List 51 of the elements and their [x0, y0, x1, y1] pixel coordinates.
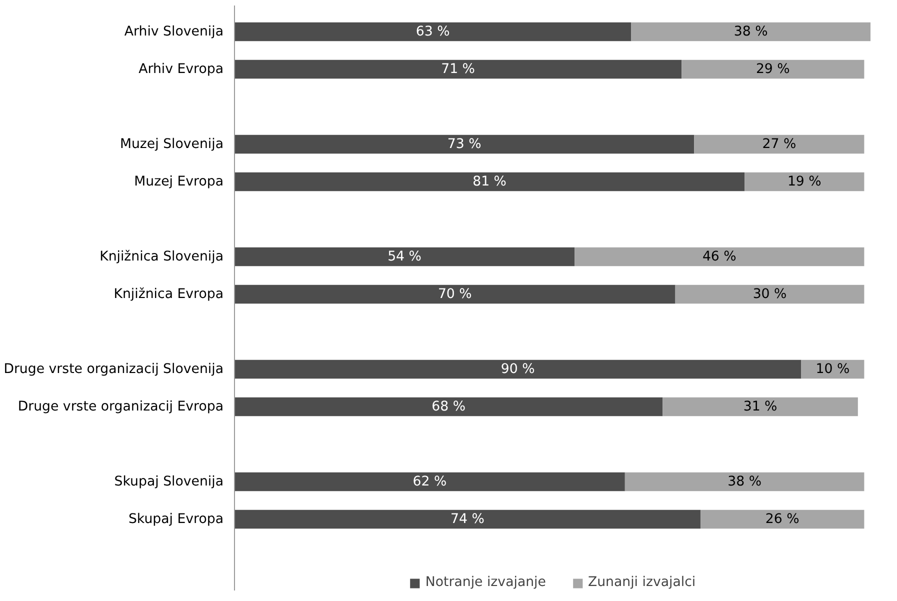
data-label: 29 % [756, 62, 790, 77]
data-label: 38 % [734, 24, 768, 40]
bar [234, 360, 802, 379]
data-label: 68 % [432, 399, 466, 414]
data-label: 38 % [728, 474, 762, 490]
data-label: 74 % [450, 512, 484, 527]
data-label: 71 % [441, 62, 475, 77]
y-tick-label: Muzej Slovenija [120, 136, 224, 152]
y-tick-label: Knjižnica Evropa [114, 286, 224, 302]
bar [234, 134, 694, 154]
bar [694, 134, 864, 154]
bar [234, 172, 745, 192]
data-label: 70 % [438, 286, 472, 302]
y-tick-label: Skupaj Evropa [128, 512, 224, 527]
y-tick-label: Skupaj Slovenija [114, 474, 224, 490]
bar [744, 172, 864, 192]
bar [574, 247, 864, 266]
data-label: 46 % [702, 249, 736, 264]
data-label: 54 % [388, 249, 422, 264]
bar [234, 60, 682, 79]
y-tick-label: Muzej Evropa [134, 174, 224, 190]
y-tick-label: Arhiv Slovenija [124, 24, 224, 40]
data-label: 30 % [752, 286, 787, 302]
data-label: 90 % [500, 362, 535, 377]
legend-label: Zunanji izvajalci [588, 575, 696, 590]
bar [234, 472, 625, 492]
y-tick-label: Druge vrste organizacij Evropa [18, 399, 224, 414]
data-label: 63 % [416, 24, 450, 40]
data-label: 10 % [816, 362, 850, 377]
bar [624, 472, 864, 492]
bar [234, 284, 676, 304]
data-label: 31 % [743, 399, 778, 414]
data-label: 27 % [762, 136, 796, 152]
data-label: 62 % [412, 474, 447, 490]
data-label: 81 % [472, 174, 506, 190]
data-label: 26 % [765, 512, 800, 527]
bar [234, 510, 700, 529]
bar [662, 397, 858, 416]
y-tick-label: Arhiv Evropa [138, 62, 224, 77]
bar [234, 397, 663, 416]
bar [682, 60, 864, 79]
y-tick-label: Knjižnica Slovenija [100, 249, 224, 264]
y-tick-label: Druge vrste organizacij Slovenija [4, 362, 224, 377]
bar [631, 22, 870, 42]
bar [234, 22, 632, 42]
data-label: 73 % [447, 136, 482, 152]
data-label: 19 % [787, 174, 822, 190]
legend-label: Notranje izvajanje [425, 575, 546, 590]
bar [234, 247, 575, 266]
bar [700, 510, 864, 529]
bar [675, 284, 864, 304]
